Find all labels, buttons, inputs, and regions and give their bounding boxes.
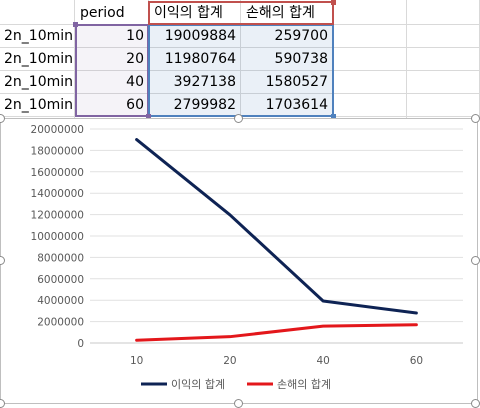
row-divider: [0, 70, 480, 71]
category-range-highlight: [75, 24, 149, 117]
row-label-cell[interactable]: 2n_10min: [4, 74, 73, 90]
x-tick-label: 10: [130, 355, 143, 367]
x-tick-label: 60: [410, 355, 423, 367]
y-tick-label: 20000000: [31, 124, 84, 136]
header-profit-sum[interactable]: 이익의 합계: [154, 5, 223, 21]
header-loss-sum[interactable]: 손해의 합계: [246, 5, 315, 21]
spreadsheet-grid[interactable]: period 이익의 합계 손해의 합계 2n_10min 10 1900988…: [0, 0, 480, 119]
loss-cell[interactable]: 1580527: [265, 74, 328, 90]
row-label-cell[interactable]: 2n_10min: [4, 97, 73, 113]
chart-resize-handle[interactable]: [0, 114, 5, 123]
line-chart: 0 2000000 4000000 6000000 8000000 10000000 120…: [31, 124, 463, 391]
series-line-2: [135, 323, 418, 342]
y-tick-label: 14000000: [31, 188, 84, 200]
range-handle[interactable]: [331, 0, 336, 5]
loss-cell[interactable]: 590738: [274, 51, 328, 67]
period-cell[interactable]: 20: [126, 51, 144, 67]
chart-resize-handle[interactable]: [234, 114, 243, 123]
chart-resize-handle[interactable]: [234, 399, 243, 408]
period-cell[interactable]: 10: [126, 28, 144, 44]
x-tick-label: 20: [223, 355, 236, 367]
column-divider: [74, 0, 75, 118]
header-period[interactable]: period: [80, 5, 125, 21]
row-label-cell[interactable]: 2n_10min: [4, 28, 73, 44]
y-tick-label: 0: [77, 338, 84, 350]
profit-cell[interactable]: 2799982: [173, 97, 236, 113]
legend-label-1: 이익의 합계: [171, 378, 225, 391]
column-divider: [406, 0, 407, 118]
row-label-cell[interactable]: 2n_10min: [4, 51, 73, 67]
y-tick-label: 16000000: [31, 167, 84, 179]
values-range-highlight: [148, 24, 334, 117]
y-tick-label: 8000000: [37, 252, 84, 264]
period-cell[interactable]: 60: [126, 97, 144, 113]
line-chart-object[interactable]: 0 2000000 4000000 6000000 8000000 10000000 120…: [0, 118, 478, 404]
loss-cell[interactable]: 259700: [274, 28, 328, 44]
x-tick-label: 40: [316, 355, 329, 367]
chart-resize-handle[interactable]: [471, 399, 480, 408]
legend-label-2: 손해의 합계: [277, 377, 331, 391]
range-handle[interactable]: [73, 22, 78, 27]
loss-cell[interactable]: 1703614: [265, 97, 328, 113]
chart-resize-handle[interactable]: [0, 399, 5, 408]
y-tick-label: 6000000: [37, 274, 84, 286]
y-tick-label: 10000000: [31, 231, 84, 243]
column-divider: [240, 0, 241, 118]
chart-resize-handle[interactable]: [471, 256, 480, 265]
period-cell[interactable]: 40: [126, 74, 144, 90]
row-divider: [0, 93, 480, 94]
row-divider: [0, 47, 480, 48]
range-handle[interactable]: [146, 114, 151, 119]
profit-cell[interactable]: 3927138: [173, 74, 236, 90]
y-tick-label: 18000000: [31, 145, 84, 157]
range-handle[interactable]: [331, 114, 336, 119]
chart-resize-handle[interactable]: [471, 114, 480, 123]
profit-cell[interactable]: 11980764: [164, 51, 236, 67]
y-tick-label: 12000000: [31, 210, 84, 222]
series-line-1: [135, 138, 418, 315]
y-tick-label: 4000000: [37, 295, 84, 307]
chart-resize-handle[interactable]: [0, 256, 5, 265]
profit-cell[interactable]: 19009884: [164, 28, 236, 44]
y-tick-label: 2000000: [37, 317, 84, 329]
series-name-range-highlight: [148, 1, 334, 25]
